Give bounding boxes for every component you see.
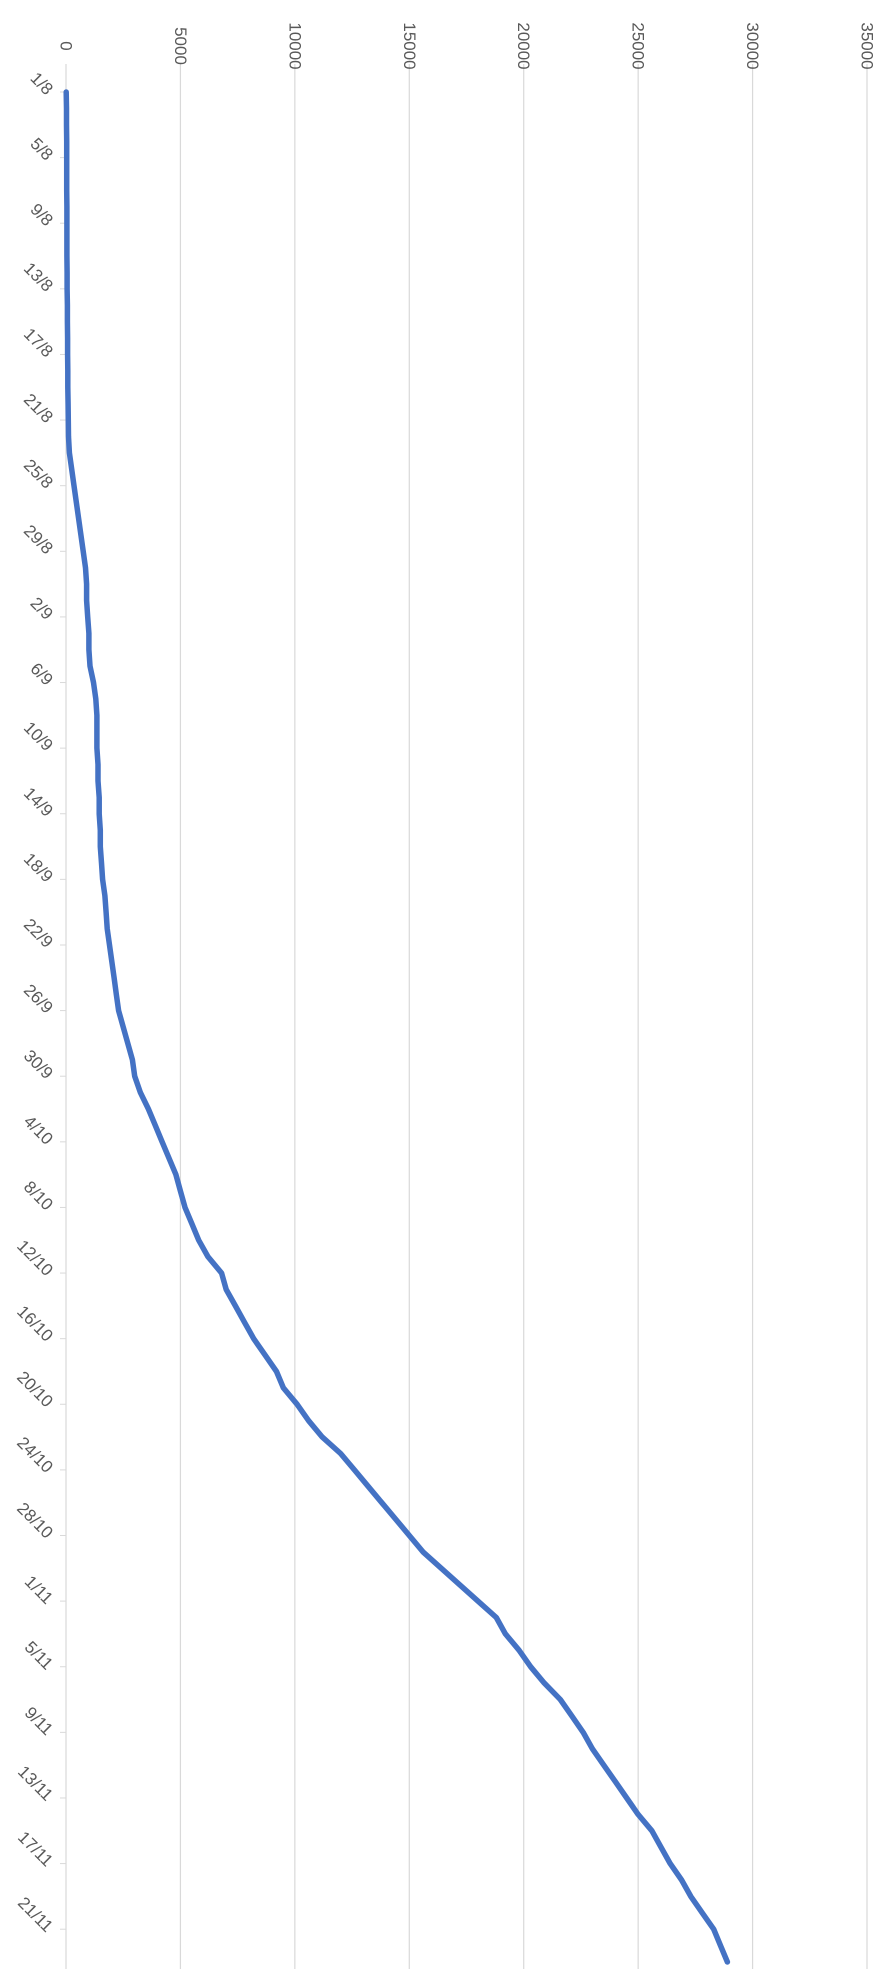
value-tick-label: 35000 (858, 22, 877, 69)
category-tick-label: 9/11 (21, 1703, 57, 1739)
category-tick-label: 16/10 (13, 1302, 57, 1346)
value-tick-label: 20000 (514, 22, 533, 69)
category-tick-label: 1/8 (27, 69, 57, 99)
category-tick-label: 18/9 (20, 849, 57, 886)
category-tick-label: 22/9 (20, 915, 57, 952)
category-tick-label: 5/11 (21, 1638, 57, 1674)
category-tick-label: 20/10 (13, 1367, 57, 1411)
category-tick-label: 5/8 (27, 134, 57, 164)
category-tick-label: 28/10 (13, 1499, 57, 1543)
value-tick-label: 30000 (743, 22, 762, 69)
gridlines (179, 64, 868, 1969)
category-tick-label: 29/8 (20, 521, 57, 558)
category-tick-label: 6/9 (27, 659, 57, 689)
series-layer (63, 89, 731, 1965)
category-tick-label: 10/9 (20, 718, 57, 755)
category-tick-label: 17/11 (14, 1828, 57, 1871)
category-tick-label: 25/8 (20, 456, 57, 493)
category-tick-label: 21/8 (20, 390, 57, 427)
category-tick-label: 21/11 (14, 1893, 57, 1936)
value-tick-label: 15000 (400, 22, 419, 69)
category-tick-label: 9/8 (27, 200, 57, 230)
category-axis: 1/8 5/8 9/8 13/8 17/8 21/8 25/8 29/8 2/9 6/9 10/9 1… (13, 64, 67, 1969)
category-tick-label: 13/11 (14, 1762, 57, 1805)
category-tick-label: 8/10 (20, 1177, 57, 1214)
series-line (63, 89, 731, 1965)
category-tick-label: 30/9 (20, 1046, 57, 1083)
category-tick-label: 1/11 (21, 1572, 57, 1608)
value-tick-label: 5000 (171, 27, 190, 65)
value-tick-label: 0 (57, 41, 76, 50)
category-tick-label: 12/10 (13, 1236, 57, 1280)
value-tick-label: 25000 (629, 22, 648, 69)
category-tick-label: 4/10 (20, 1112, 57, 1149)
category-tick-label: 17/8 (20, 324, 57, 361)
category-tick-label: 2/9 (27, 593, 57, 623)
category-tick-label: 24/10 (13, 1433, 57, 1477)
value-axis: 0 5000 10000 15000 20000 25000 30000 35000 (57, 22, 877, 69)
category-tick-label: 13/8 (20, 259, 57, 296)
value-tick-label: 10000 (285, 22, 304, 69)
category-tick-label: 26/9 (20, 980, 57, 1017)
category-tick-label: 14/9 (20, 784, 57, 821)
